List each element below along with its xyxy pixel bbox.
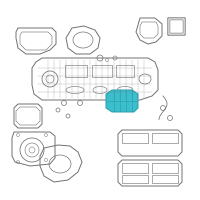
Polygon shape [106,90,138,112]
